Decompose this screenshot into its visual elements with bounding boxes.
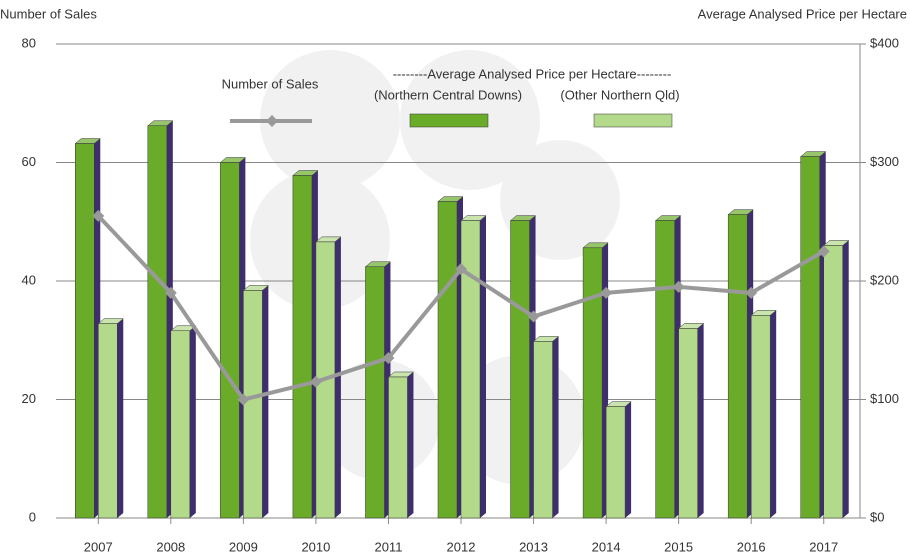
- marker: [817, 245, 830, 258]
- y-axis-title: Number of Sales: [0, 6, 97, 21]
- bar: [388, 376, 408, 519]
- bar: [75, 143, 95, 519]
- bar-side: [480, 215, 486, 518]
- x-tick-label: 2009: [229, 539, 258, 554]
- bar: [365, 266, 385, 519]
- bar: [605, 406, 626, 519]
- bar-side: [552, 336, 559, 518]
- y2-tick-label: $200: [870, 272, 899, 287]
- bar: [800, 156, 820, 519]
- y-tick-label: 80: [22, 35, 36, 50]
- y2-tick-label: $400: [870, 35, 899, 50]
- bar: [678, 328, 698, 519]
- y-tick-label: 0: [29, 509, 36, 524]
- legend-label: (Other Northern Qld): [560, 87, 679, 102]
- marker: [527, 310, 540, 323]
- bar: [582, 247, 603, 519]
- bar: [727, 214, 748, 519]
- bar-side: [262, 285, 269, 518]
- marker: [164, 286, 177, 299]
- x-tick-label: 2015: [664, 539, 693, 554]
- bar: [655, 220, 675, 519]
- legend-swatch: [266, 115, 278, 127]
- legend-swatch: [593, 113, 673, 128]
- marker: [309, 375, 322, 388]
- x-tick-label: 2011: [374, 539, 402, 554]
- bar-side: [697, 323, 704, 518]
- bar-side: [334, 236, 341, 518]
- y-tick-label: 20: [22, 391, 36, 406]
- bar: [750, 315, 771, 519]
- marker: [745, 286, 758, 299]
- x-tick-label: 2012: [447, 539, 476, 554]
- bar-side: [625, 401, 632, 518]
- x-tick-label: 2013: [519, 539, 548, 554]
- legend-heading: --------Average Analysed Price per Hecta…: [393, 66, 672, 81]
- bar-side: [842, 240, 849, 518]
- bar: [823, 245, 843, 519]
- bar-side: [117, 318, 124, 518]
- marker: [382, 352, 395, 365]
- marker: [455, 263, 467, 276]
- bar: [510, 220, 530, 519]
- bar: [243, 290, 263, 519]
- x-tick-label: 2016: [737, 539, 766, 554]
- marker: [237, 393, 250, 406]
- y2-tick-label: $0: [870, 509, 884, 524]
- bar: [533, 341, 553, 519]
- bar: [220, 162, 240, 519]
- y2-tick-label: $100: [870, 391, 899, 406]
- x-tick-label: 2008: [156, 539, 185, 554]
- y2-tick-label: $300: [870, 154, 899, 169]
- legend-label: Number of Sales: [222, 76, 319, 91]
- marker: [92, 209, 105, 222]
- legend-label: (Northern Central Downs): [374, 87, 522, 102]
- bar: [170, 330, 191, 519]
- bar: [460, 220, 481, 519]
- legend-swatch: [409, 113, 489, 128]
- x-tick-label: 2007: [84, 539, 113, 554]
- y-tick-label: 40: [22, 272, 36, 287]
- bar: [292, 175, 313, 519]
- bar: [437, 201, 458, 519]
- bar-side: [770, 310, 777, 518]
- marker: [672, 280, 685, 293]
- x-tick-label: 2010: [301, 539, 330, 554]
- x-tick-label: 2017: [809, 539, 838, 554]
- bar-side: [189, 325, 196, 518]
- bar-side: [407, 371, 414, 518]
- y-tick-label: 60: [22, 154, 36, 169]
- y2-axis-title: Average Analysed Price per Hectare: [698, 6, 907, 21]
- bar: [147, 125, 168, 519]
- x-tick-label: 2014: [592, 539, 621, 554]
- bar: [98, 323, 118, 519]
- marker: [600, 286, 613, 299]
